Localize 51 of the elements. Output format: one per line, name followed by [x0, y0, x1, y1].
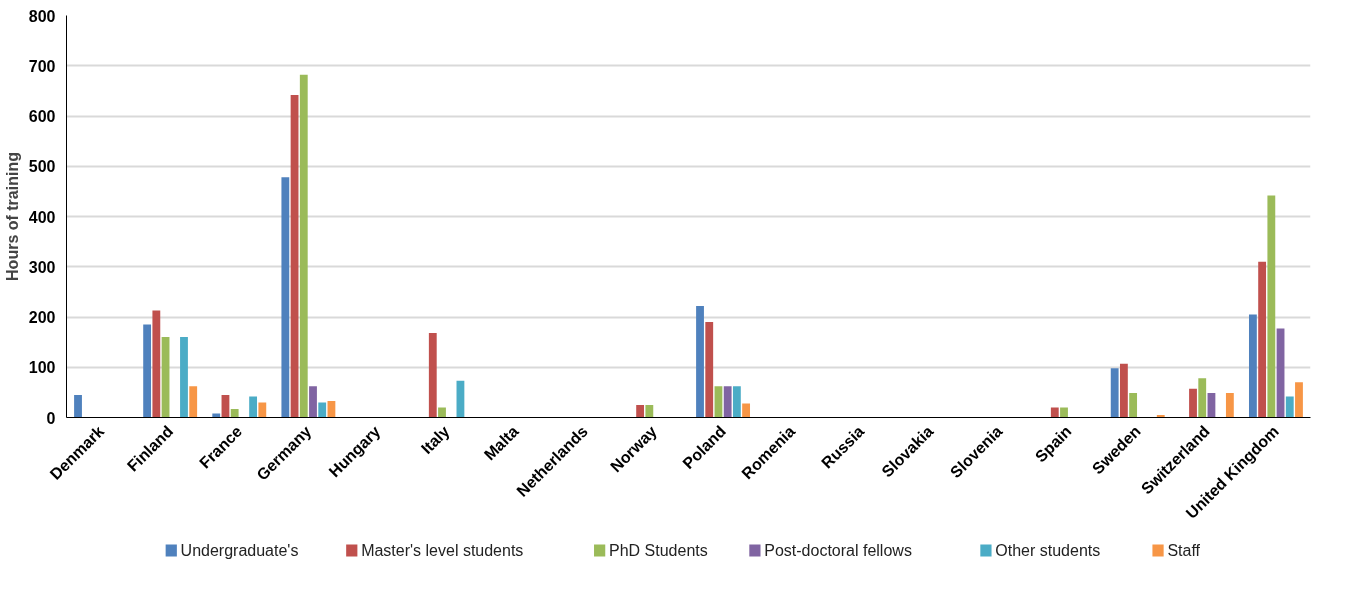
- bar: [1198, 378, 1207, 418]
- bar: [74, 394, 82, 418]
- bar: [705, 322, 714, 418]
- y-tick-label: 100: [28, 359, 56, 377]
- bar: [212, 413, 221, 418]
- bar: [143, 324, 152, 418]
- bar: [1267, 195, 1276, 418]
- bar: [249, 396, 258, 418]
- bar: [258, 402, 267, 418]
- bar: [1225, 392, 1234, 418]
- bar: [732, 386, 741, 418]
- bar: [1285, 396, 1294, 418]
- bar: [1060, 407, 1068, 418]
- y-tick-label: 800: [28, 7, 56, 25]
- bar: [1258, 261, 1267, 418]
- bar: [1248, 314, 1257, 418]
- legend-label: Undergraduate's: [180, 542, 299, 559]
- y-tick-label: 400: [28, 208, 56, 226]
- bar: [1295, 382, 1303, 418]
- y-axis-title: Hours of training: [3, 152, 21, 281]
- bar: [1050, 407, 1059, 418]
- legend-label: Post-doctoral fellows: [764, 542, 912, 559]
- y-tick-label: 600: [28, 108, 56, 125]
- bar: [1110, 368, 1119, 418]
- bar: [696, 305, 704, 418]
- bar: [318, 402, 327, 418]
- y-tick-label: 300: [28, 258, 56, 276]
- bar: [309, 386, 317, 418]
- bar: [180, 337, 188, 418]
- bar: [723, 386, 732, 418]
- y-tick-label: 200: [28, 309, 56, 326]
- legend-label: Master's level students: [361, 542, 524, 559]
- bar: [438, 407, 446, 418]
- bar: [636, 404, 645, 418]
- bar: [299, 74, 308, 418]
- bar: [645, 404, 654, 418]
- y-tick-label: 500: [28, 158, 56, 176]
- bar: [742, 403, 751, 418]
- bar: [1129, 392, 1138, 418]
- y-tick-label: 0: [46, 409, 56, 427]
- bar: [230, 408, 239, 418]
- bar: [189, 386, 198, 418]
- legend-label: Staff: [1167, 542, 1201, 559]
- bar: [428, 333, 437, 418]
- y-tick-label: 700: [28, 57, 56, 75]
- bar: [1119, 363, 1128, 418]
- legend-label: PhD Students: [609, 542, 708, 559]
- bar: [281, 177, 290, 418]
- bar: [152, 310, 161, 418]
- legend-label: Other students: [995, 542, 1101, 559]
- bar: [1189, 388, 1197, 418]
